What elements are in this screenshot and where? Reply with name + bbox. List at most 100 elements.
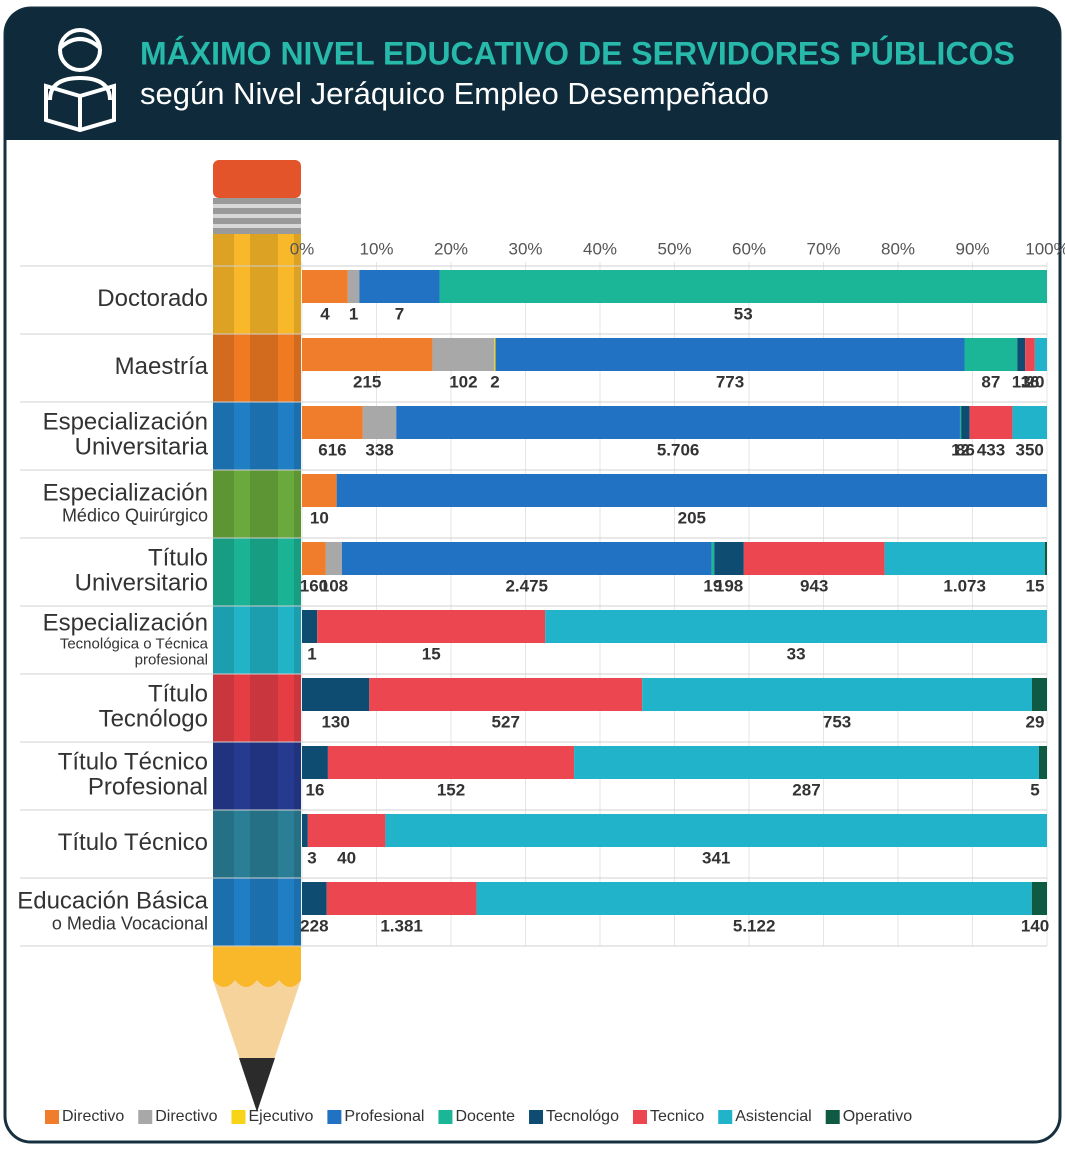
value-label: 616 bbox=[318, 440, 346, 459]
pencil-stripes bbox=[213, 402, 301, 470]
category-label: Título Universitario bbox=[75, 545, 208, 597]
bar-segment bbox=[307, 814, 386, 847]
pencil-stripes bbox=[213, 674, 301, 742]
value-label: 5 bbox=[1030, 780, 1039, 799]
value-label: 1.381 bbox=[380, 916, 423, 935]
bar-segment bbox=[964, 338, 1018, 371]
bar-segment bbox=[302, 542, 326, 575]
bar-segment bbox=[1044, 542, 1047, 575]
value-label: 130 bbox=[321, 712, 349, 731]
header bbox=[5, 8, 1060, 140]
bar-segment bbox=[342, 542, 712, 575]
value-label: 433 bbox=[977, 440, 1005, 459]
value-label: 20 bbox=[1026, 372, 1045, 391]
value-label: 943 bbox=[800, 576, 828, 595]
bar-segment bbox=[545, 610, 1047, 643]
pencil-stripes bbox=[213, 606, 301, 674]
value-label: 40 bbox=[337, 848, 356, 867]
bar-segment bbox=[302, 338, 433, 371]
value-label: 205 bbox=[678, 508, 706, 527]
value-label: 33 bbox=[787, 644, 806, 663]
value-label: 7 bbox=[395, 304, 404, 323]
value-label: 753 bbox=[823, 712, 851, 731]
bar-segment bbox=[714, 542, 744, 575]
legend-label: Asistencial bbox=[735, 1108, 811, 1125]
value-label: 140 bbox=[1021, 916, 1049, 935]
value-label: 773 bbox=[716, 372, 744, 391]
pencil-stripes bbox=[213, 538, 301, 606]
x-tick-label: 50% bbox=[657, 239, 691, 258]
bar-segment bbox=[326, 882, 477, 915]
legend-swatch bbox=[718, 1110, 733, 1124]
category-label: Especialización Tecnológica o Técnica prof… bbox=[43, 610, 209, 669]
bar-segment bbox=[1012, 406, 1047, 439]
value-label: 87 bbox=[981, 372, 1000, 391]
value-label: 2.475 bbox=[505, 576, 548, 595]
pencil-stripes bbox=[213, 742, 301, 810]
value-label: 29 bbox=[1026, 712, 1045, 731]
bar-segment bbox=[369, 678, 643, 711]
x-tick-label: 40% bbox=[583, 239, 617, 258]
value-label: 102 bbox=[449, 372, 477, 391]
value-label: 527 bbox=[492, 712, 520, 731]
pencil-stripes bbox=[213, 470, 301, 538]
legend-label: Tecnico bbox=[650, 1108, 704, 1125]
value-label: 3 bbox=[307, 848, 316, 867]
value-label: 215 bbox=[353, 372, 381, 391]
value-label: 152 bbox=[437, 780, 465, 799]
bar-segment bbox=[494, 338, 496, 371]
bar-segment bbox=[574, 746, 1039, 779]
value-label: 341 bbox=[702, 848, 730, 867]
legend-label: Operativo bbox=[843, 1108, 912, 1125]
bar-segment bbox=[1034, 338, 1047, 371]
bar-segment bbox=[396, 406, 960, 439]
bar-segment bbox=[495, 338, 965, 371]
bar-segment bbox=[302, 746, 328, 779]
bar-segment bbox=[884, 542, 1045, 575]
bar-segment bbox=[439, 270, 1047, 303]
category-label: Especialización Universitaria bbox=[43, 409, 209, 461]
bar-segment bbox=[711, 542, 715, 575]
bar-segment bbox=[432, 338, 495, 371]
bar-segment bbox=[336, 474, 1048, 507]
bar-segment bbox=[959, 406, 962, 439]
bar-segment bbox=[385, 814, 1048, 847]
value-label: 228 bbox=[300, 916, 328, 935]
x-tick-label: 70% bbox=[806, 239, 840, 258]
value-label: 19 bbox=[703, 576, 722, 595]
bar-segment bbox=[302, 474, 337, 507]
x-tick-label: 20% bbox=[434, 239, 468, 258]
bar-segment bbox=[642, 678, 1032, 711]
legend-label: Ejecutivo bbox=[248, 1108, 313, 1125]
pencil-stripes bbox=[213, 334, 301, 402]
value-label: 16 bbox=[305, 780, 324, 799]
bar-segment bbox=[317, 610, 546, 643]
bar-segment bbox=[347, 270, 360, 303]
value-label: 5.706 bbox=[657, 440, 700, 459]
legend-swatch bbox=[45, 1110, 59, 1124]
title: MÁXIMO NIVEL EDUCATIVO DE SERVIDORES PÚB… bbox=[140, 35, 1015, 71]
header-icon bbox=[44, 28, 116, 133]
x-tick-label: 100% bbox=[1025, 239, 1065, 258]
bar-segment bbox=[302, 406, 363, 439]
x-tick-label: 80% bbox=[881, 239, 915, 258]
pencil-stripes bbox=[213, 266, 301, 334]
bar-segment bbox=[359, 270, 440, 303]
pencil-stripes bbox=[213, 810, 301, 878]
value-label: 53 bbox=[734, 304, 753, 323]
legend-label: Directivo bbox=[155, 1108, 217, 1125]
bar-segment bbox=[302, 678, 370, 711]
value-label: 5.122 bbox=[733, 916, 776, 935]
legend-label: Tecnológo bbox=[546, 1108, 619, 1125]
value-label: 1 bbox=[349, 304, 358, 323]
value-label: 287 bbox=[792, 780, 820, 799]
category-label: Especialización Médico Quirúrgico bbox=[43, 480, 208, 525]
value-label: 350 bbox=[1016, 440, 1044, 459]
x-tick-label: 30% bbox=[508, 239, 542, 258]
bar-segment bbox=[325, 542, 343, 575]
value-label: 86 bbox=[956, 440, 975, 459]
bar-segment bbox=[1031, 678, 1047, 711]
legend-label: Docente bbox=[455, 1108, 515, 1125]
